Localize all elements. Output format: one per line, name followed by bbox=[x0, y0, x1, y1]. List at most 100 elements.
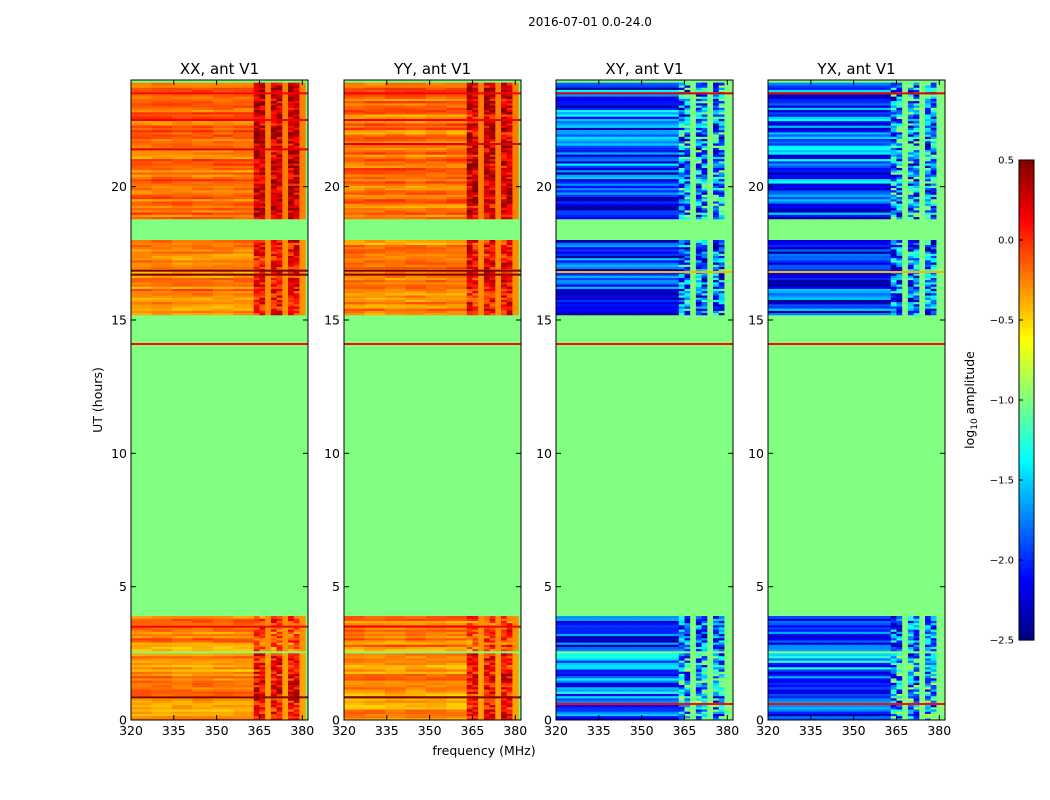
cell bbox=[472, 255, 479, 259]
cell bbox=[253, 102, 261, 106]
cell bbox=[265, 635, 272, 639]
cell bbox=[384, 717, 406, 720]
cell bbox=[472, 178, 479, 182]
cell bbox=[131, 209, 153, 213]
cell bbox=[276, 246, 283, 250]
cell bbox=[695, 158, 703, 162]
cell bbox=[495, 275, 502, 278]
cell bbox=[446, 691, 468, 694]
cell bbox=[405, 136, 427, 140]
cell bbox=[270, 127, 278, 131]
cell bbox=[270, 622, 278, 626]
cell bbox=[212, 158, 234, 162]
cell bbox=[259, 246, 266, 250]
cell bbox=[364, 257, 386, 261]
cell bbox=[131, 671, 153, 674]
cell bbox=[495, 622, 502, 626]
cell bbox=[151, 635, 173, 639]
cell bbox=[212, 127, 234, 131]
cell bbox=[489, 644, 496, 647]
cell bbox=[131, 677, 153, 681]
cell bbox=[171, 89, 193, 93]
cell bbox=[259, 686, 266, 690]
cell bbox=[265, 686, 272, 690]
cell bbox=[446, 286, 468, 289]
cell bbox=[489, 713, 496, 717]
cell bbox=[724, 169, 731, 173]
cell bbox=[270, 668, 278, 672]
cell bbox=[495, 129, 502, 133]
cell bbox=[212, 203, 234, 206]
cell bbox=[259, 158, 266, 162]
cell bbox=[384, 697, 406, 701]
cell bbox=[718, 191, 726, 195]
cell bbox=[344, 684, 366, 688]
cell bbox=[446, 113, 468, 117]
cell bbox=[233, 211, 255, 215]
cell bbox=[472, 200, 479, 204]
cell bbox=[265, 120, 272, 124]
cell bbox=[478, 253, 485, 256]
cell bbox=[512, 189, 519, 193]
cell bbox=[425, 244, 447, 248]
cell bbox=[678, 131, 686, 135]
cell bbox=[483, 633, 491, 637]
cell bbox=[212, 312, 234, 316]
cell bbox=[425, 693, 447, 697]
cell bbox=[446, 140, 468, 144]
cell bbox=[253, 104, 261, 108]
cell bbox=[425, 657, 447, 661]
cell bbox=[192, 211, 214, 215]
cell bbox=[506, 618, 514, 621]
cell bbox=[270, 303, 278, 307]
cell bbox=[151, 169, 173, 173]
cell bbox=[495, 209, 502, 213]
cell bbox=[472, 277, 479, 281]
cell bbox=[489, 182, 496, 186]
cell bbox=[299, 259, 306, 263]
cell bbox=[364, 107, 386, 111]
cell bbox=[151, 209, 173, 213]
cell bbox=[701, 182, 708, 186]
cell bbox=[270, 178, 278, 182]
cell bbox=[131, 266, 153, 270]
cell bbox=[472, 122, 479, 126]
cell bbox=[171, 257, 193, 261]
cell bbox=[276, 277, 283, 281]
cell bbox=[637, 169, 659, 173]
cell bbox=[151, 244, 173, 248]
cell bbox=[233, 662, 255, 666]
cell bbox=[253, 207, 261, 211]
cell bbox=[495, 261, 502, 265]
cell bbox=[364, 702, 386, 706]
cell bbox=[596, 205, 618, 209]
cell bbox=[466, 133, 474, 137]
cell bbox=[501, 122, 508, 126]
cell bbox=[483, 244, 491, 248]
cell bbox=[265, 242, 272, 245]
cell bbox=[131, 616, 153, 619]
cell bbox=[282, 301, 289, 305]
cell bbox=[299, 167, 306, 171]
cell bbox=[299, 203, 306, 206]
cell bbox=[446, 187, 468, 191]
cell bbox=[265, 244, 272, 248]
cell bbox=[466, 138, 474, 142]
cell bbox=[713, 131, 720, 135]
cell bbox=[270, 660, 278, 663]
cell bbox=[446, 620, 468, 624]
cell bbox=[265, 666, 272, 670]
cell bbox=[478, 648, 485, 652]
cell bbox=[151, 639, 173, 643]
cell bbox=[276, 205, 283, 209]
cell bbox=[233, 216, 255, 220]
cell bbox=[131, 145, 153, 148]
cell bbox=[478, 717, 485, 720]
cell bbox=[512, 644, 519, 647]
cell bbox=[171, 214, 193, 218]
cell bbox=[299, 706, 306, 710]
cell bbox=[446, 648, 468, 652]
cell bbox=[293, 107, 301, 111]
cell bbox=[288, 283, 295, 287]
cell bbox=[446, 308, 468, 311]
